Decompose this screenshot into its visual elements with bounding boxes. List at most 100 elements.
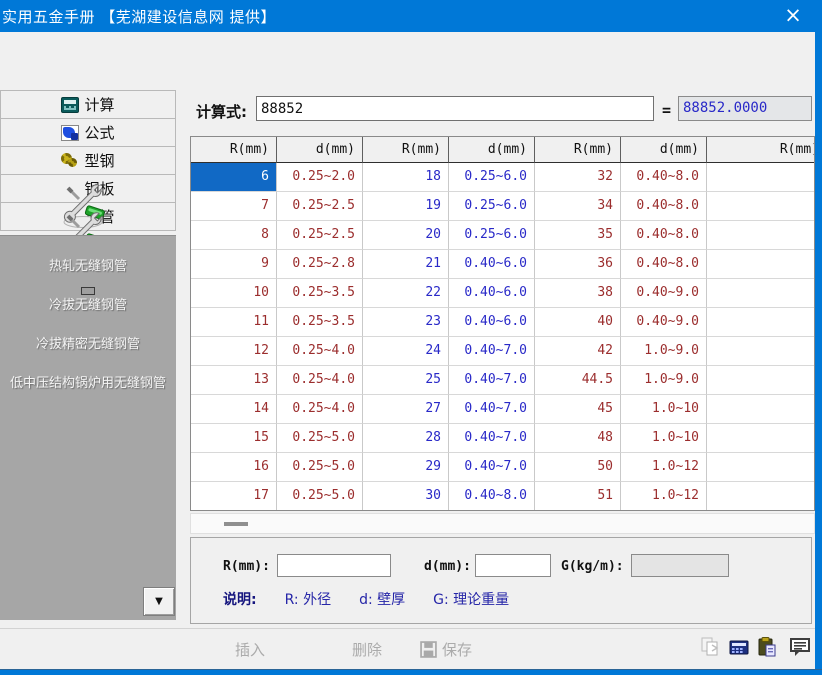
grid-cell[interactable]: 0.40~9.0 [621,279,707,308]
sidebar-item-steel-plate[interactable]: 钢板 [0,174,176,228]
grid-cell[interactable]: 40 [535,308,621,337]
grid-cell[interactable]: 11 [191,308,277,337]
grid-cell[interactable]: 10 [191,279,277,308]
grid-cell[interactable] [707,192,814,221]
grid-cell[interactable]: 0.40~6.0 [449,279,535,308]
grid-cell[interactable]: 17 [191,482,277,510]
grid-cell[interactable]: 9 [191,250,277,279]
grid-cell[interactable]: 0.25~2.5 [277,221,363,250]
grid-header-cell[interactable]: R(mm) [363,137,449,163]
grid-cell[interactable]: 22 [363,279,449,308]
grid-cell[interactable]: 23 [363,308,449,337]
grid-cell[interactable]: 0.40~8.0 [621,163,707,192]
grid-cell[interactable]: 21 [363,250,449,279]
grid-cell[interactable]: 19 [363,192,449,221]
grid-cell[interactable]: 25 [363,366,449,395]
grid-header-cell[interactable]: R(mm) [191,137,277,163]
grid-cell[interactable]: 0.25~4.0 [277,366,363,395]
grid-cell[interactable]: 29 [363,453,449,482]
save-button[interactable]: 保存 [420,639,472,660]
grid-cell[interactable] [707,221,814,250]
grid-cell[interactable]: 8 [191,221,277,250]
grid-cell[interactable]: 48 [535,424,621,453]
delete-button[interactable]: 删除 [352,639,382,660]
pipe-type-item[interactable]: 冷拔无缝钢管 [0,287,176,314]
grid-cell[interactable]: 0.40~7.0 [449,337,535,366]
grid-cell[interactable]: 0.25~4.0 [277,395,363,424]
grid-cell[interactable]: 0.40~7.0 [449,424,535,453]
grid-cell[interactable]: 0.25~5.0 [277,453,363,482]
grid-cell[interactable] [707,337,814,366]
pipe-type-item[interactable]: 冷拔精密无缝钢管 [0,326,176,353]
grid-cell[interactable]: 42 [535,337,621,366]
grid-cell[interactable]: 1.0~10 [621,395,707,424]
grid-cell[interactable]: 45 [535,395,621,424]
pipe-type-item[interactable]: 低中压结构锅炉用无缝钢管 [0,365,176,392]
grid-cell[interactable]: 0.25~2.5 [277,192,363,221]
comment-bubble-icon[interactable] [789,636,811,658]
more-items-dropdown-button[interactable]: ▼ [143,587,175,616]
grid-cell[interactable]: 36 [535,250,621,279]
grid-cell[interactable]: 1.0~12 [621,453,707,482]
grid-cell[interactable]: 0.25~2.0 [277,163,363,192]
grid-header-cell[interactable]: d(mm) [621,137,707,163]
grid-cell[interactable]: 18 [363,163,449,192]
grid-cell[interactable]: 0.40~9.0 [621,308,707,337]
grid-cell[interactable]: 0.25~6.0 [449,163,535,192]
grid-cell[interactable]: 1.0~12 [621,482,707,510]
expression-input[interactable] [256,96,654,121]
grid-cell[interactable]: 24 [363,337,449,366]
grid-cell[interactable]: 27 [363,395,449,424]
grid-cell[interactable] [707,279,814,308]
grid-cell[interactable]: 34 [535,192,621,221]
grid-cell[interactable]: 14 [191,395,277,424]
grid-cell[interactable] [707,424,814,453]
grid-cell[interactable]: 44.5 [535,366,621,395]
d-input[interactable] [475,554,551,577]
grid-cell[interactable]: 0.25~4.0 [277,337,363,366]
grid-cell[interactable] [707,366,814,395]
grid-header-cell[interactable]: R(mm) [535,137,621,163]
grid-cell[interactable]: 0.25~6.0 [449,221,535,250]
grid-cell[interactable] [707,395,814,424]
copy-page-icon[interactable] [700,636,722,658]
grid-cell[interactable]: 0.40~6.0 [449,250,535,279]
r-input[interactable] [277,554,391,577]
grid-header-cell[interactable]: d(mm) [277,137,363,163]
pipe-type-item[interactable]: 热轧无缝钢管 [0,248,176,275]
grid-cell[interactable]: 51 [535,482,621,510]
grid-cell[interactable]: 1.0~9.0 [621,366,707,395]
grid-cell[interactable]: 0.25~6.0 [449,192,535,221]
grid-cell[interactable]: 20 [363,221,449,250]
grid-cell[interactable]: 0.25~2.8 [277,250,363,279]
insert-button[interactable]: 插入 [235,639,265,660]
grid-cell[interactable]: 6 [191,163,277,192]
sidebar-item-section-steel[interactable]: 型钢 [0,146,176,175]
grid-cell[interactable]: 0.40~8.0 [449,482,535,510]
scrollbar-thumb[interactable] [224,522,248,526]
grid-cell[interactable] [707,453,814,482]
grid-cell[interactable]: 0.40~8.0 [621,192,707,221]
grid-cell[interactable]: 0.25~5.0 [277,482,363,510]
grid-cell[interactable]: 0.40~8.0 [621,221,707,250]
grid-cell[interactable]: 0.40~6.0 [449,308,535,337]
grid-cell[interactable] [707,250,814,279]
grid-header-cell[interactable]: d(mm) [449,137,535,163]
grid-cell[interactable]: 32 [535,163,621,192]
grid-cell[interactable]: 30 [363,482,449,510]
grid-cell[interactable] [707,163,814,192]
grid-cell[interactable]: 0.25~5.0 [277,424,363,453]
grid-cell[interactable]: 28 [363,424,449,453]
grid-cell[interactable]: 1.0~9.0 [621,337,707,366]
grid-header-cell[interactable]: R(mm) [707,137,814,163]
grid-cell[interactable]: 0.25~3.5 [277,279,363,308]
grid-cell[interactable]: 38 [535,279,621,308]
grid-cell[interactable]: 15 [191,424,277,453]
grid-cell[interactable]: 13 [191,366,277,395]
grid-cell[interactable]: 0.40~8.0 [621,250,707,279]
grid-cell[interactable] [707,482,814,510]
grid-cell[interactable]: 0.40~7.0 [449,453,535,482]
clipboard-paste-icon[interactable] [756,636,778,658]
grid-cell[interactable]: 50 [535,453,621,482]
grid-cell[interactable]: 1.0~10 [621,424,707,453]
